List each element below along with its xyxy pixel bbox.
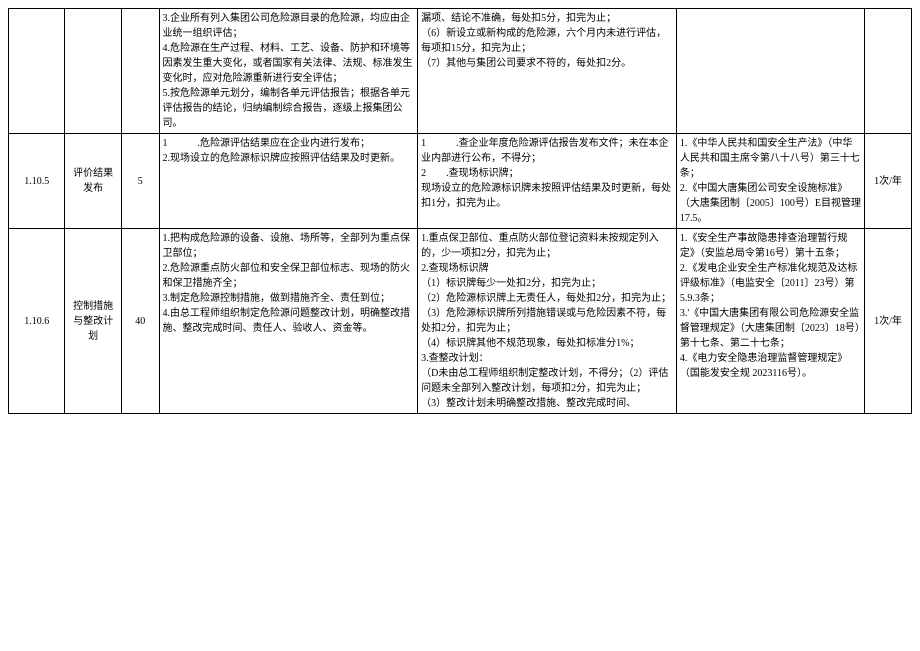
- cell-frequency: [864, 9, 911, 134]
- table-row: 3.企业所有列入集团公司危险源目录的危险源，均应由企业统一组织评估；4.危险源在…: [9, 9, 912, 134]
- cell-basis: [676, 9, 864, 134]
- cell-id: [9, 9, 65, 134]
- cell-evaluation: 1.重点保卫部位、重点防火部位登记资料未按规定列入的，少一项扣2分，扣完为止；2…: [418, 229, 677, 414]
- cell-name: 评价结果发布: [65, 134, 121, 229]
- cell-requirement: 1 .危险源评估结果应在企业内进行发布；2.现场设立的危险源标识牌应按照评估结果…: [159, 134, 418, 229]
- cell-evaluation: 漏项、结论不准确，每处扣5分，扣完为止；（6）新设立或新构成的危险源，六个月内未…: [418, 9, 677, 134]
- cell-name: [65, 9, 121, 134]
- cell-frequency: 1次/年: [864, 229, 911, 414]
- cell-score: [121, 9, 159, 134]
- table-row: 1.10.5 评价结果发布 5 1 .危险源评估结果应在企业内进行发布；2.现场…: [9, 134, 912, 229]
- cell-id: 1.10.5: [9, 134, 65, 229]
- cell-basis: 1.《中华人民共和国安全生产法》（中华人民共和国主席令第八十八号）第三十七条；2…: [676, 134, 864, 229]
- cell-score: 5: [121, 134, 159, 229]
- cell-frequency: 1次/年: [864, 134, 911, 229]
- table-row: 1.10.6 控制措施与整改计划 40 1.把构成危险源的设备、设施、场所等，全…: [9, 229, 912, 414]
- cell-requirement: 3.企业所有列入集团公司危险源目录的危险源，均应由企业统一组织评估；4.危险源在…: [159, 9, 418, 134]
- cell-evaluation: 1 .查企业年度危险源评估报告发布文件；未在本企业内部进行公布，不得分；2 .查…: [418, 134, 677, 229]
- evaluation-criteria-table: 3.企业所有列入集团公司危险源目录的危险源，均应由企业统一组织评估；4.危险源在…: [8, 8, 912, 414]
- cell-score: 40: [121, 229, 159, 414]
- cell-basis: 1.《安全生产事故隐患排查治理暂行规定》（安监总局令第16号）第十五条；2.《发…: [676, 229, 864, 414]
- cell-name: 控制措施与整改计划: [65, 229, 121, 414]
- cell-requirement: 1.把构成危险源的设备、设施、场所等，全部列为重点保卫部位；2.危险源重点防火部…: [159, 229, 418, 414]
- cell-id: 1.10.6: [9, 229, 65, 414]
